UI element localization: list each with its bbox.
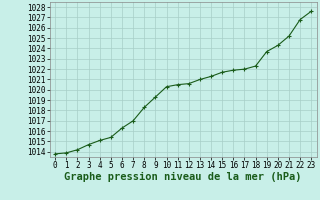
X-axis label: Graphe pression niveau de la mer (hPa): Graphe pression niveau de la mer (hPa): [64, 172, 302, 182]
